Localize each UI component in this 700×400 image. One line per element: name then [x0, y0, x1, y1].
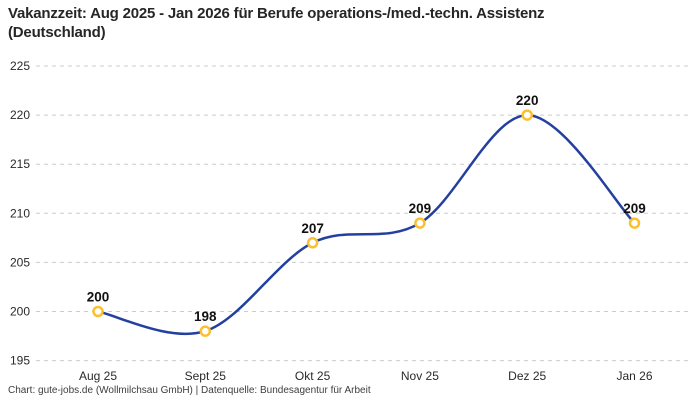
- data-point-label: 209: [409, 201, 432, 216]
- data-point-marker: [199, 325, 212, 337]
- x-tick-label: Dez 25: [508, 369, 546, 383]
- page-title-line-1: Vakanzzeit: Aug 2025 - Jan 2026 für Beru…: [8, 5, 545, 22]
- x-tick-label: Sept 25: [185, 369, 227, 383]
- y-tick-label: 195: [10, 354, 30, 368]
- data-point-marker: [92, 305, 104, 318]
- page-title-line-2: (Deutschland): [8, 24, 106, 41]
- x-tick-label: Okt 25: [295, 369, 331, 383]
- y-tick-label: 225: [10, 59, 30, 73]
- x-tick-label: Jan 26: [616, 369, 652, 383]
- data-point-marker: [306, 237, 319, 249]
- data-point-label: 209: [623, 201, 646, 216]
- data-point-label: 207: [301, 221, 324, 236]
- data-point-label: 200: [87, 290, 110, 305]
- data-point-label: 198: [194, 309, 217, 324]
- y-tick-label: 200: [10, 305, 30, 319]
- y-tick-label: 205: [10, 255, 30, 269]
- x-tick-label: Nov 25: [401, 369, 439, 383]
- data-point-marker: [628, 217, 641, 229]
- y-tick-label: 220: [10, 108, 30, 122]
- chart-attribution: Chart: gute-jobs.de (Wollmilchsau GmbH) …: [8, 385, 371, 396]
- x-tick-label: Aug 25: [79, 369, 117, 383]
- y-tick-label: 215: [10, 157, 30, 171]
- page-title: Vakanzzeit: Aug 2025 - Jan 2026 für Beru…: [8, 4, 545, 42]
- data-point-label: 220: [516, 93, 539, 108]
- data-point-marker: [521, 109, 533, 121]
- y-tick-label: 210: [10, 206, 30, 220]
- series-line: [96, 113, 636, 336]
- data-point-marker: [414, 217, 426, 229]
